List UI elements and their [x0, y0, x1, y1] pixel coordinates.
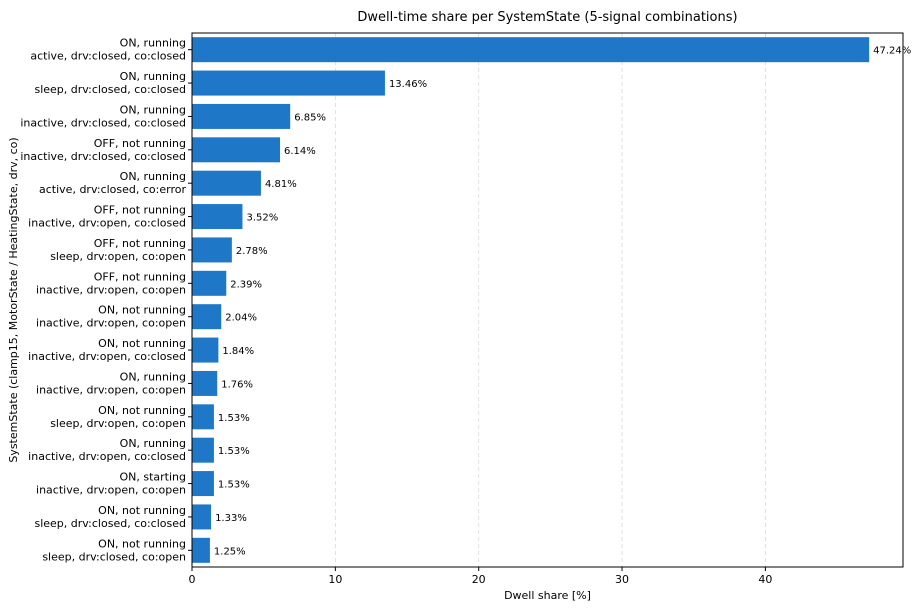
x-tick-label: 10	[328, 573, 342, 586]
category-label-line2: sleep, drv:open, co:open	[50, 250, 186, 263]
x-tick-label: 20	[472, 573, 486, 586]
category-label-line1: ON, running	[120, 437, 186, 450]
category-label-line1: ON, not running	[98, 504, 186, 517]
bar-value-label: 1.84%	[222, 346, 254, 357]
bar	[192, 337, 219, 363]
bar	[192, 204, 243, 230]
category-label-line1: OFF, not running	[94, 237, 186, 250]
category-label-line2: inactive, drv:open, co:open	[36, 317, 186, 330]
bar	[192, 70, 385, 96]
category-label-line2: inactive, drv:open, co:closed	[28, 217, 186, 230]
category-label-line2: sleep, drv:closed, co:closed	[34, 517, 186, 530]
y-axis-label: SystemState (clamp15, MotorState / Heati…	[7, 137, 20, 462]
category-label-line1: ON, running	[120, 37, 186, 50]
category-label-line2: active, drv:closed, co:closed	[30, 50, 186, 63]
category-label-line1: ON, not running	[98, 304, 186, 317]
bar	[192, 137, 281, 163]
plot-frame	[191, 32, 904, 568]
x-tick-label: 30	[615, 573, 629, 586]
bar	[192, 471, 214, 497]
bar	[192, 270, 227, 296]
bar-value-label: 1.53%	[218, 446, 250, 457]
bar	[192, 37, 870, 63]
category-label-line1: OFF, not running	[94, 204, 186, 217]
category-label-line1: ON, not running	[98, 537, 186, 550]
bar-value-label: 6.14%	[284, 146, 316, 157]
x-tick-label: 0	[189, 573, 196, 586]
bar-value-label: 1.53%	[218, 480, 250, 491]
category-label-line1: OFF, not running	[94, 137, 186, 150]
bar	[192, 370, 218, 396]
category-label-line2: sleep, drv:closed, co:open	[42, 550, 186, 563]
bar	[192, 504, 212, 530]
category-label-line2: active, drv:closed, co:error	[39, 183, 186, 196]
bar-value-label: 2.39%	[230, 279, 262, 290]
bar	[192, 437, 214, 463]
bar	[192, 103, 291, 129]
bar-value-label: 4.81%	[265, 179, 297, 190]
bar	[192, 537, 210, 563]
category-label-line1: ON, starting	[119, 471, 186, 484]
category-label-line2: inactive, drv:open, co:closed	[28, 450, 186, 463]
category-label-line1: ON, running	[120, 70, 186, 83]
x-axis-ticks: 0 10 20 30 40	[189, 567, 772, 586]
category-label-line1: ON, running	[120, 103, 186, 116]
bar	[192, 404, 214, 430]
bar-value-label: 6.85%	[294, 112, 326, 123]
bar-value-label: 47.24%	[873, 46, 911, 57]
category-label-line2: inactive, drv:open, co:open	[36, 383, 186, 396]
chart-title: Dwell-time share per SystemState (5-sign…	[357, 10, 737, 25]
category-label-line2: sleep, drv:open, co:open	[50, 417, 186, 430]
bar-value-label: 1.25%	[214, 546, 246, 557]
category-label-line2: inactive, drv:open, co:open	[36, 283, 186, 296]
category-label-line2: sleep, drv:closed, co:closed	[34, 83, 186, 96]
bar-value-label: 2.04%	[225, 313, 257, 324]
category-label-line1: ON, not running	[98, 404, 186, 417]
bar-value-label: 13.46%	[389, 79, 427, 90]
category-label-line1: OFF, not running	[94, 270, 186, 283]
bar-value-label: 1.76%	[221, 379, 253, 390]
x-axis-label: Dwell share [%]	[504, 589, 591, 602]
bar-value-label: 1.33%	[215, 513, 247, 524]
bar	[192, 237, 232, 263]
bar-value-label: 2.78%	[236, 246, 268, 257]
category-label-line2: inactive, drv:open, co:open	[36, 484, 186, 497]
category-label-line1: ON, not running	[98, 337, 186, 350]
bar-value-label: 1.53%	[218, 413, 250, 424]
category-label-line2: inactive, drv:open, co:closed	[28, 350, 186, 363]
category-label-line1: ON, running	[120, 170, 186, 183]
category-label-line2: inactive, drv:closed, co:closed	[20, 150, 186, 163]
category-label-line1: ON, running	[120, 370, 186, 383]
category-label-line2: inactive, drv:closed, co:closed	[20, 116, 186, 129]
bar-layer: 47.24% 13.46% 6.85% 6.14% 4.81% 3.52% 2.78% 2.3…	[192, 37, 911, 563]
bar	[192, 170, 261, 196]
bar-value-label: 3.52%	[246, 213, 278, 224]
x-tick-label: 40	[758, 573, 772, 586]
bar	[192, 304, 222, 330]
